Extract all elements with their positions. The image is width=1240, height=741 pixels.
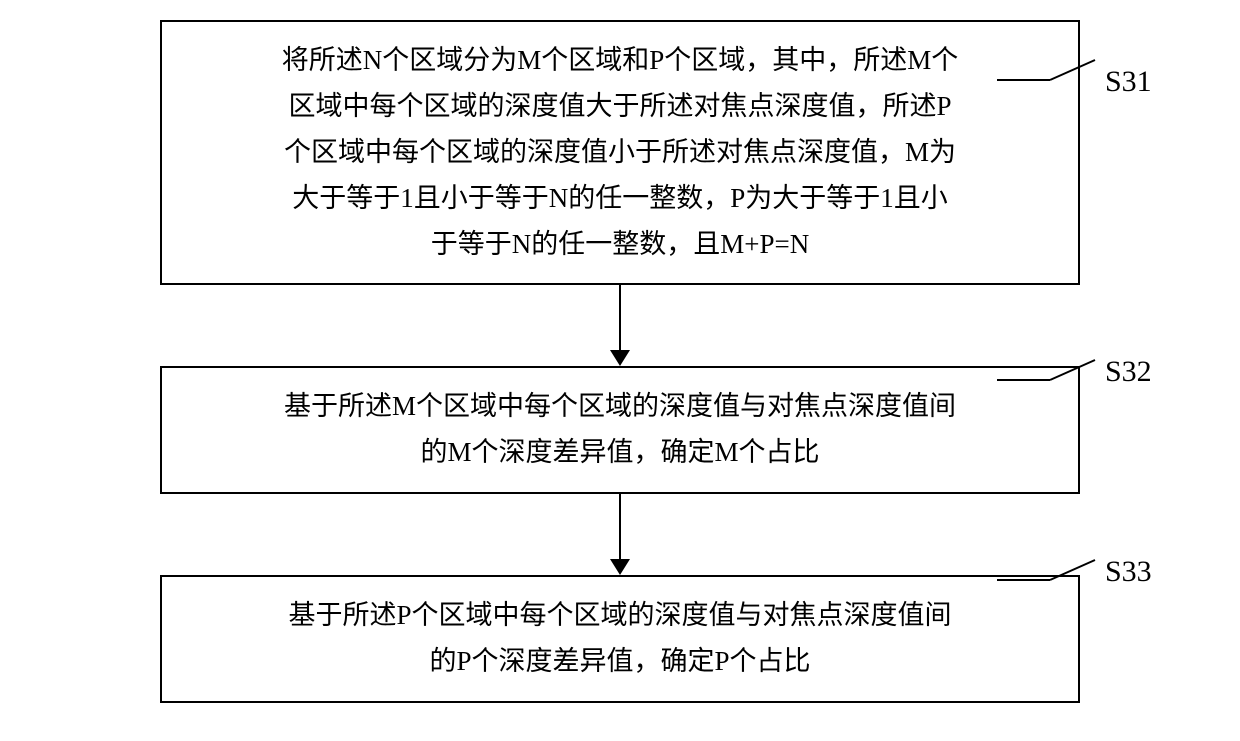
label-s33: S33 [1105,555,1152,589]
box-s31-line-0: 将所述N个区域分为M个区域和P个区域，其中，所述M个 [186,38,1054,84]
arrow-line-icon [619,494,621,559]
box-s33: 基于所述P个区域中每个区域的深度值与对焦点深度值间 的P个深度差异值，确定P个占… [160,575,1080,703]
arrow-line-icon [619,285,621,350]
box-s33-line-0: 基于所述P个区域中每个区域的深度值与对焦点深度值间 [186,593,1054,639]
box-s32-line-1: 的M个深度差异值，确定M个占比 [186,430,1054,476]
label-s31: S31 [1105,65,1152,99]
box-s33-line-1: 的P个深度差异值，确定P个占比 [186,639,1054,685]
box-s31-line-2: 个区域中每个区域的深度值小于所述对焦点深度值，M为 [186,130,1054,176]
box-s32-line-0: 基于所述M个区域中每个区域的深度值与对焦点深度值间 [186,384,1054,430]
label-s32: S32 [1105,355,1152,389]
box-s31-line-1: 区域中每个区域的深度值大于所述对焦点深度值，所述P [186,84,1054,130]
box-s31-line-4: 于等于N的任一整数，且M+P=N [186,222,1054,268]
arrow-s32-s33 [610,494,630,575]
arrow-head-icon [610,559,630,575]
flowchart-container: 将所述N个区域分为M个区域和P个区域，其中，所述M个 区域中每个区域的深度值大于… [60,20,1180,703]
box-s32: 基于所述M个区域中每个区域的深度值与对焦点深度值间 的M个深度差异值，确定M个占… [160,366,1080,494]
arrow-head-icon [610,350,630,366]
box-s31-line-3: 大于等于1且小于等于N的任一整数，P为大于等于1且小 [186,176,1054,222]
arrow-s31-s32 [610,285,630,366]
box-s31: 将所述N个区域分为M个区域和P个区域，其中，所述M个 区域中每个区域的深度值大于… [160,20,1080,285]
